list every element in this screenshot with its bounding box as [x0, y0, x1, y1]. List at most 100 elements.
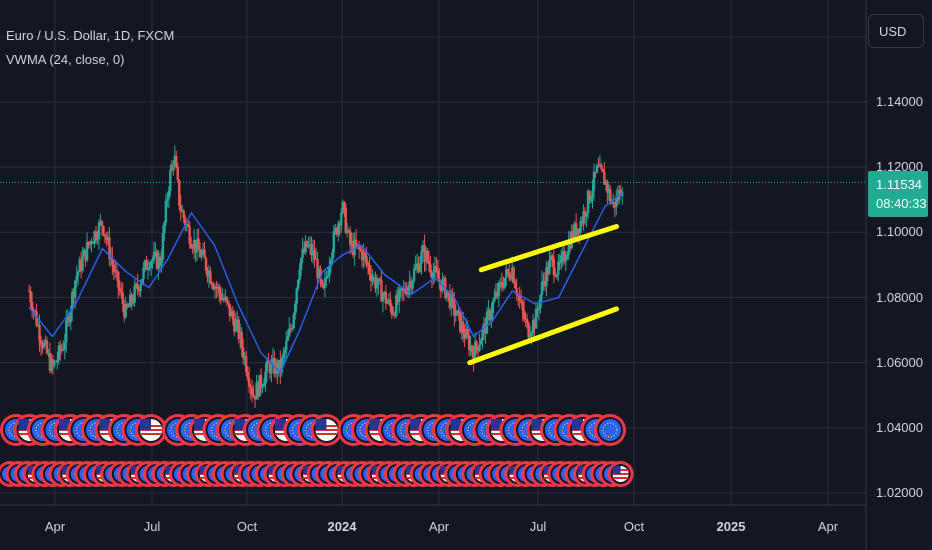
candle-body	[383, 291, 386, 296]
candle-body	[133, 285, 136, 303]
candle-body	[146, 267, 150, 270]
candle-body	[81, 256, 84, 271]
candle-body	[100, 221, 104, 227]
candle-body	[332, 231, 336, 253]
candle-body	[304, 241, 307, 253]
candle-body	[543, 280, 547, 287]
candle-body	[574, 223, 578, 236]
candle-series	[27, 145, 624, 408]
channel-line-upper[interactable]	[478, 223, 620, 273]
candle-body	[307, 244, 310, 247]
currency-button[interactable]: USD	[868, 14, 924, 48]
trend-channel[interactable]	[467, 223, 620, 366]
candle-body	[270, 361, 273, 374]
candle-body	[311, 249, 315, 256]
candle-body	[426, 250, 429, 261]
candle-body	[178, 179, 181, 206]
candle-body	[594, 171, 597, 173]
candle-body	[72, 291, 75, 298]
candle-body	[323, 278, 327, 289]
candle-body	[27, 290, 31, 292]
candle-body	[145, 260, 148, 270]
candle-body	[267, 360, 270, 364]
candle-body	[472, 352, 475, 363]
candle-body	[158, 256, 162, 266]
candle-body	[610, 202, 614, 204]
candle-body	[418, 263, 422, 272]
candle-body	[308, 244, 312, 246]
candle-body	[591, 190, 594, 198]
candle-body	[395, 295, 398, 316]
candle-body	[128, 294, 132, 307]
candle-body	[216, 286, 220, 289]
candle-body	[250, 388, 254, 395]
candle-body	[247, 377, 251, 387]
candle-body	[63, 342, 66, 350]
candle-body	[48, 352, 52, 371]
candle-body	[521, 301, 524, 311]
candle-body	[411, 280, 414, 289]
candle-body	[460, 321, 463, 332]
time-tick-label: 2025	[716, 519, 746, 534]
candle-body	[102, 226, 105, 235]
candle-body	[191, 247, 194, 249]
candle-body	[192, 240, 196, 249]
candle-body	[371, 278, 374, 282]
candle-body	[598, 164, 602, 167]
candle-body	[276, 362, 279, 374]
candle-body	[69, 310, 72, 323]
candle-body	[151, 259, 154, 263]
candle-body	[453, 298, 456, 316]
candle-body	[227, 300, 230, 304]
symbol-title[interactable]: Euro / U.S. Dollar, 1D, FXCM	[6, 28, 175, 43]
candle-body	[542, 280, 545, 282]
candle-body	[305, 241, 309, 247]
last-price-value: 1.11534	[876, 177, 923, 193]
candle-body	[224, 297, 227, 301]
candle-body	[582, 211, 585, 224]
candle-body	[44, 340, 47, 343]
indicator-label[interactable]: VWMA (24, close, 0)	[6, 52, 125, 67]
candle-body	[283, 350, 286, 354]
candle-body	[152, 252, 156, 260]
candle-body	[121, 292, 124, 305]
us-event-flag-icon[interactable]	[310, 414, 343, 446]
candle-body	[32, 310, 35, 312]
candle-body	[255, 382, 258, 400]
candle-body	[401, 288, 404, 291]
candle-body	[396, 295, 399, 302]
candle-body	[366, 263, 370, 266]
us-event-flag-icon[interactable]	[607, 461, 634, 487]
candle-body	[82, 249, 86, 257]
candle-body	[99, 221, 102, 223]
candle-body	[563, 251, 566, 262]
candle-body	[549, 255, 553, 261]
channel-line-lower[interactable]	[467, 306, 620, 366]
candle-body	[221, 298, 224, 300]
candle-body	[42, 342, 46, 348]
candle-body	[293, 303, 297, 315]
candle-body	[606, 181, 609, 193]
candle-body	[295, 288, 298, 304]
candle-body	[470, 345, 474, 353]
candle-body	[335, 228, 339, 235]
candle-body	[140, 279, 144, 285]
candle-body	[424, 250, 428, 262]
eu-event-flag-icon[interactable]	[594, 414, 626, 446]
price-tick-label: 1.12000	[876, 159, 923, 175]
candle-body	[442, 278, 446, 280]
candle-body	[109, 257, 113, 259]
candle-body	[172, 164, 175, 166]
us-event-flag-icon[interactable]	[135, 414, 167, 446]
candle-body	[175, 155, 178, 168]
candle-body	[209, 271, 212, 284]
candle-body	[316, 258, 319, 279]
candle-body	[65, 320, 68, 343]
candle-body	[264, 371, 267, 384]
candle-body	[359, 248, 362, 251]
candle-body	[62, 348, 65, 350]
candle-body	[36, 324, 40, 326]
event-markers[interactable]	[0, 414, 634, 487]
candle-body	[186, 224, 190, 227]
